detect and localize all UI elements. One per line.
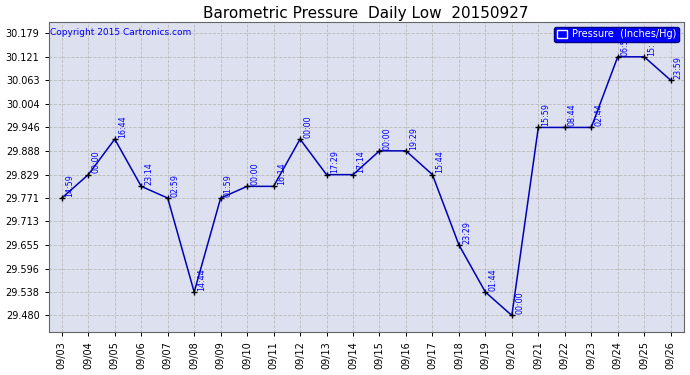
Text: 01:44: 01:44 [489,268,497,291]
Text: 06:59: 06:59 [621,33,630,56]
Text: 00:00: 00:00 [250,162,259,185]
Text: 15:59: 15:59 [542,103,551,126]
Text: 19:29: 19:29 [409,127,418,150]
Text: 00:00: 00:00 [383,127,392,150]
Text: 02:59: 02:59 [171,174,180,197]
Text: 14:59: 14:59 [65,174,74,197]
Text: 08:44: 08:44 [568,104,577,126]
Text: 23:14: 23:14 [144,162,153,185]
Text: 23:59: 23:59 [674,56,683,79]
Text: 17:29: 17:29 [330,150,339,174]
Title: Barometric Pressure  Daily Low  20150927: Barometric Pressure Daily Low 20150927 [204,6,529,21]
Text: 16:44: 16:44 [118,115,127,138]
Text: 15:44: 15:44 [435,151,444,174]
Text: 17:14: 17:14 [356,151,365,174]
Text: 00:00: 00:00 [303,115,313,138]
Text: 23:29: 23:29 [462,220,471,244]
Text: 02:44: 02:44 [595,104,604,126]
Text: 01:59: 01:59 [224,174,233,197]
Legend: Pressure  (Inches/Hg): Pressure (Inches/Hg) [554,27,679,42]
Text: Copyright 2015 Cartronics.com: Copyright 2015 Cartronics.com [50,28,192,37]
Text: 16:14: 16:14 [277,162,286,185]
Text: 15:: 15: [647,43,656,56]
Text: 00:00: 00:00 [92,151,101,174]
Text: 00:00: 00:00 [515,292,524,314]
Text: 14:44: 14:44 [197,268,206,291]
